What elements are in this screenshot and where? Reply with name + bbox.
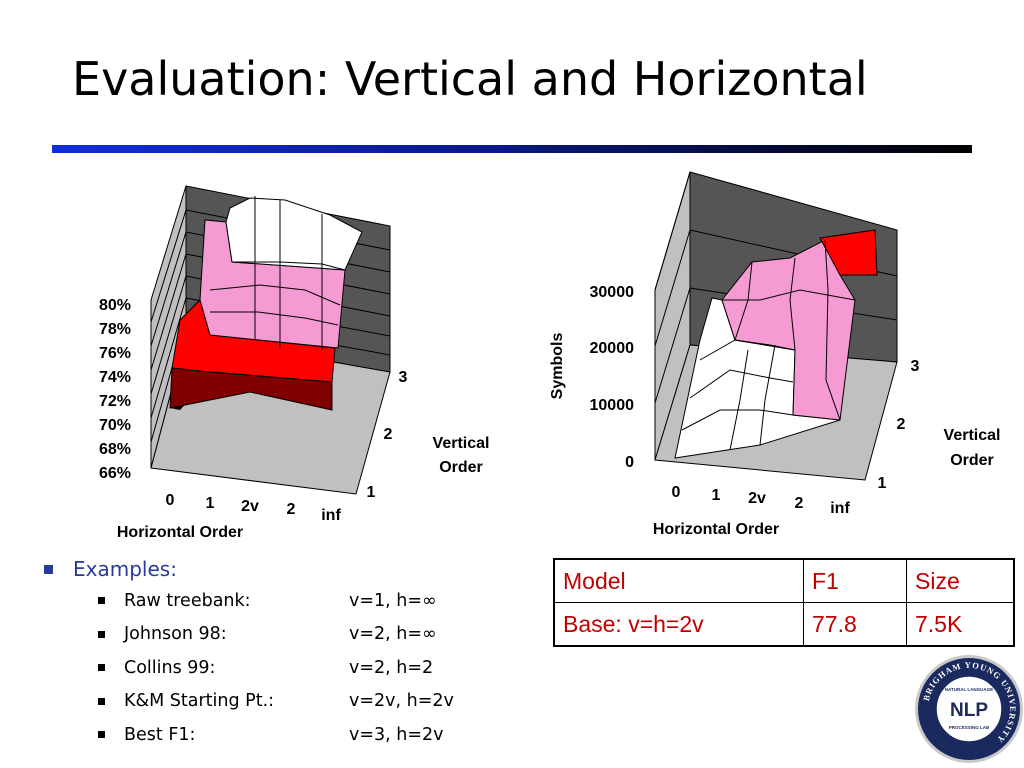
examples-heading-row: Examples: [44,554,454,584]
x-tick: 1 [712,487,721,504]
model-table: Model F1 Size Base: v=h=2v 77.8 7.5K [553,558,1015,647]
f1-x-ticks: 0 1 2v 2 inf [166,492,342,524]
y-tick: 10000 [590,397,635,414]
f1-z-label-line2: Order [439,459,483,476]
example-name: Johnson 98: [124,624,227,645]
y-tick: 78% [99,321,131,338]
f1-surface-chart: 80% 78% 76% 74% 72% 70% 68% 66% 0 1 2v 2… [99,185,490,541]
y-tick: 74% [99,369,131,386]
example-value: v=2, h=2 [349,657,434,678]
example-value: v=3, h=2v [349,724,444,745]
table-row: Base: v=h=2v 77.8 7.5K [553,602,1015,647]
y-tick: 30000 [590,284,635,301]
square-bullet-icon [98,597,105,605]
y-tick: 20000 [590,340,635,357]
square-bullet-icon [98,731,105,739]
symbols-y-ticks: 30000 20000 10000 0 [590,284,635,471]
example-value: v=1, h=∞ [349,590,437,611]
example-name: Raw treebank: [124,590,251,611]
y-tick: 0 [625,454,634,471]
x-tick: 0 [672,484,681,501]
table-cell: Base: v=h=2v [553,602,804,647]
square-bullet-icon [44,564,53,574]
f1-z-ticks: 1 2 3 [367,369,408,501]
symbols-x-label: Horizontal Order [653,521,779,538]
y-tick: 76% [99,345,131,362]
y-tick: 66% [99,465,131,482]
table-cell: Model [553,558,804,603]
left-gridlines [150,209,187,443]
y-tick: 72% [99,393,131,410]
symbols-y-label: Symbols [549,333,566,400]
z-tick: 3 [399,369,408,386]
example-name: Best F1: [124,724,196,745]
f1-y-ticks: 80% 78% 76% 74% 72% 70% 68% 66% [99,297,131,482]
x-tick: inf [830,500,850,517]
example-value: v=2, h=∞ [349,624,437,645]
list-item: Collins 99: v=2, h=2 [44,651,454,685]
x-tick: 0 [166,492,175,509]
z-tick: 2 [897,416,906,433]
list-item: K&M Starting Pt.: v=2v, h=2v [44,685,454,719]
symbols-surface-chart: 30000 20000 10000 0 Symbols 0 1 2v 2 inf… [549,171,1001,538]
logo-inner-top: NATURAL LANGUAGE [945,687,993,692]
title-rule [52,145,972,153]
y-tick: 70% [99,417,131,434]
y-tick: 80% [99,297,131,314]
byu-nlp-logo: BRIGHAM YOUNG UNIVERSITY NATURAL LANGUAG… [915,655,1023,763]
square-bullet-icon [98,697,105,705]
table-cell: 77.8 [803,602,907,647]
surface-mesh [209,196,346,383]
z-tick: 2 [384,426,393,443]
list-item: Johnson 98: v=2, h=∞ [44,618,454,652]
table-cell: 7.5K [906,602,1015,647]
logo-inner-bottom: PROCESSING LAB [949,725,990,730]
x-tick: inf [321,507,341,524]
x-tick: 2 [287,501,296,518]
symbols-x-ticks: 0 1 2v 2 inf [672,484,851,517]
square-bullet-icon [98,664,105,672]
example-name: K&M Starting Pt.: [124,691,275,712]
z-tick: 3 [911,358,920,375]
list-item: Raw treebank: v=1, h=∞ [44,584,454,618]
z-tick: 1 [367,484,376,501]
symbols-z-label-line1: Vertical [944,427,1001,444]
examples-list: Examples: Raw treebank: v=1, h=∞ Johnson… [44,554,454,752]
x-tick: 1 [206,495,215,512]
examples-heading: Examples: [73,557,177,581]
square-bullet-icon [98,630,105,638]
list-item: Best F1: v=3, h=2v [44,718,454,752]
slide-title: Evaluation: Vertical and Horizontal [72,52,868,106]
surface-mesh [681,239,856,451]
surface-white [225,197,363,271]
x-tick: 2v [241,498,259,515]
symbols-z-ticks: 1 2 3 [878,358,920,492]
table-cell: F1 [803,558,907,603]
table-header-row: Model F1 Size [553,558,1015,603]
f1-z-label-line1: Vertical [433,435,490,452]
x-tick: 2 [795,495,804,512]
symbols-z-label-line2: Order [950,452,994,469]
table-cell: Size [906,558,1015,603]
example-name: Collins 99: [124,657,216,678]
left-gridlines [654,171,691,404]
logo-center-text: NLP [950,700,988,721]
f1-x-label: Horizontal Order [117,524,243,541]
example-value: v=2v, h=2v [349,691,454,712]
x-tick: 2v [748,490,766,507]
z-tick: 1 [878,475,887,492]
y-tick: 68% [99,441,131,458]
surface-red [819,229,878,276]
